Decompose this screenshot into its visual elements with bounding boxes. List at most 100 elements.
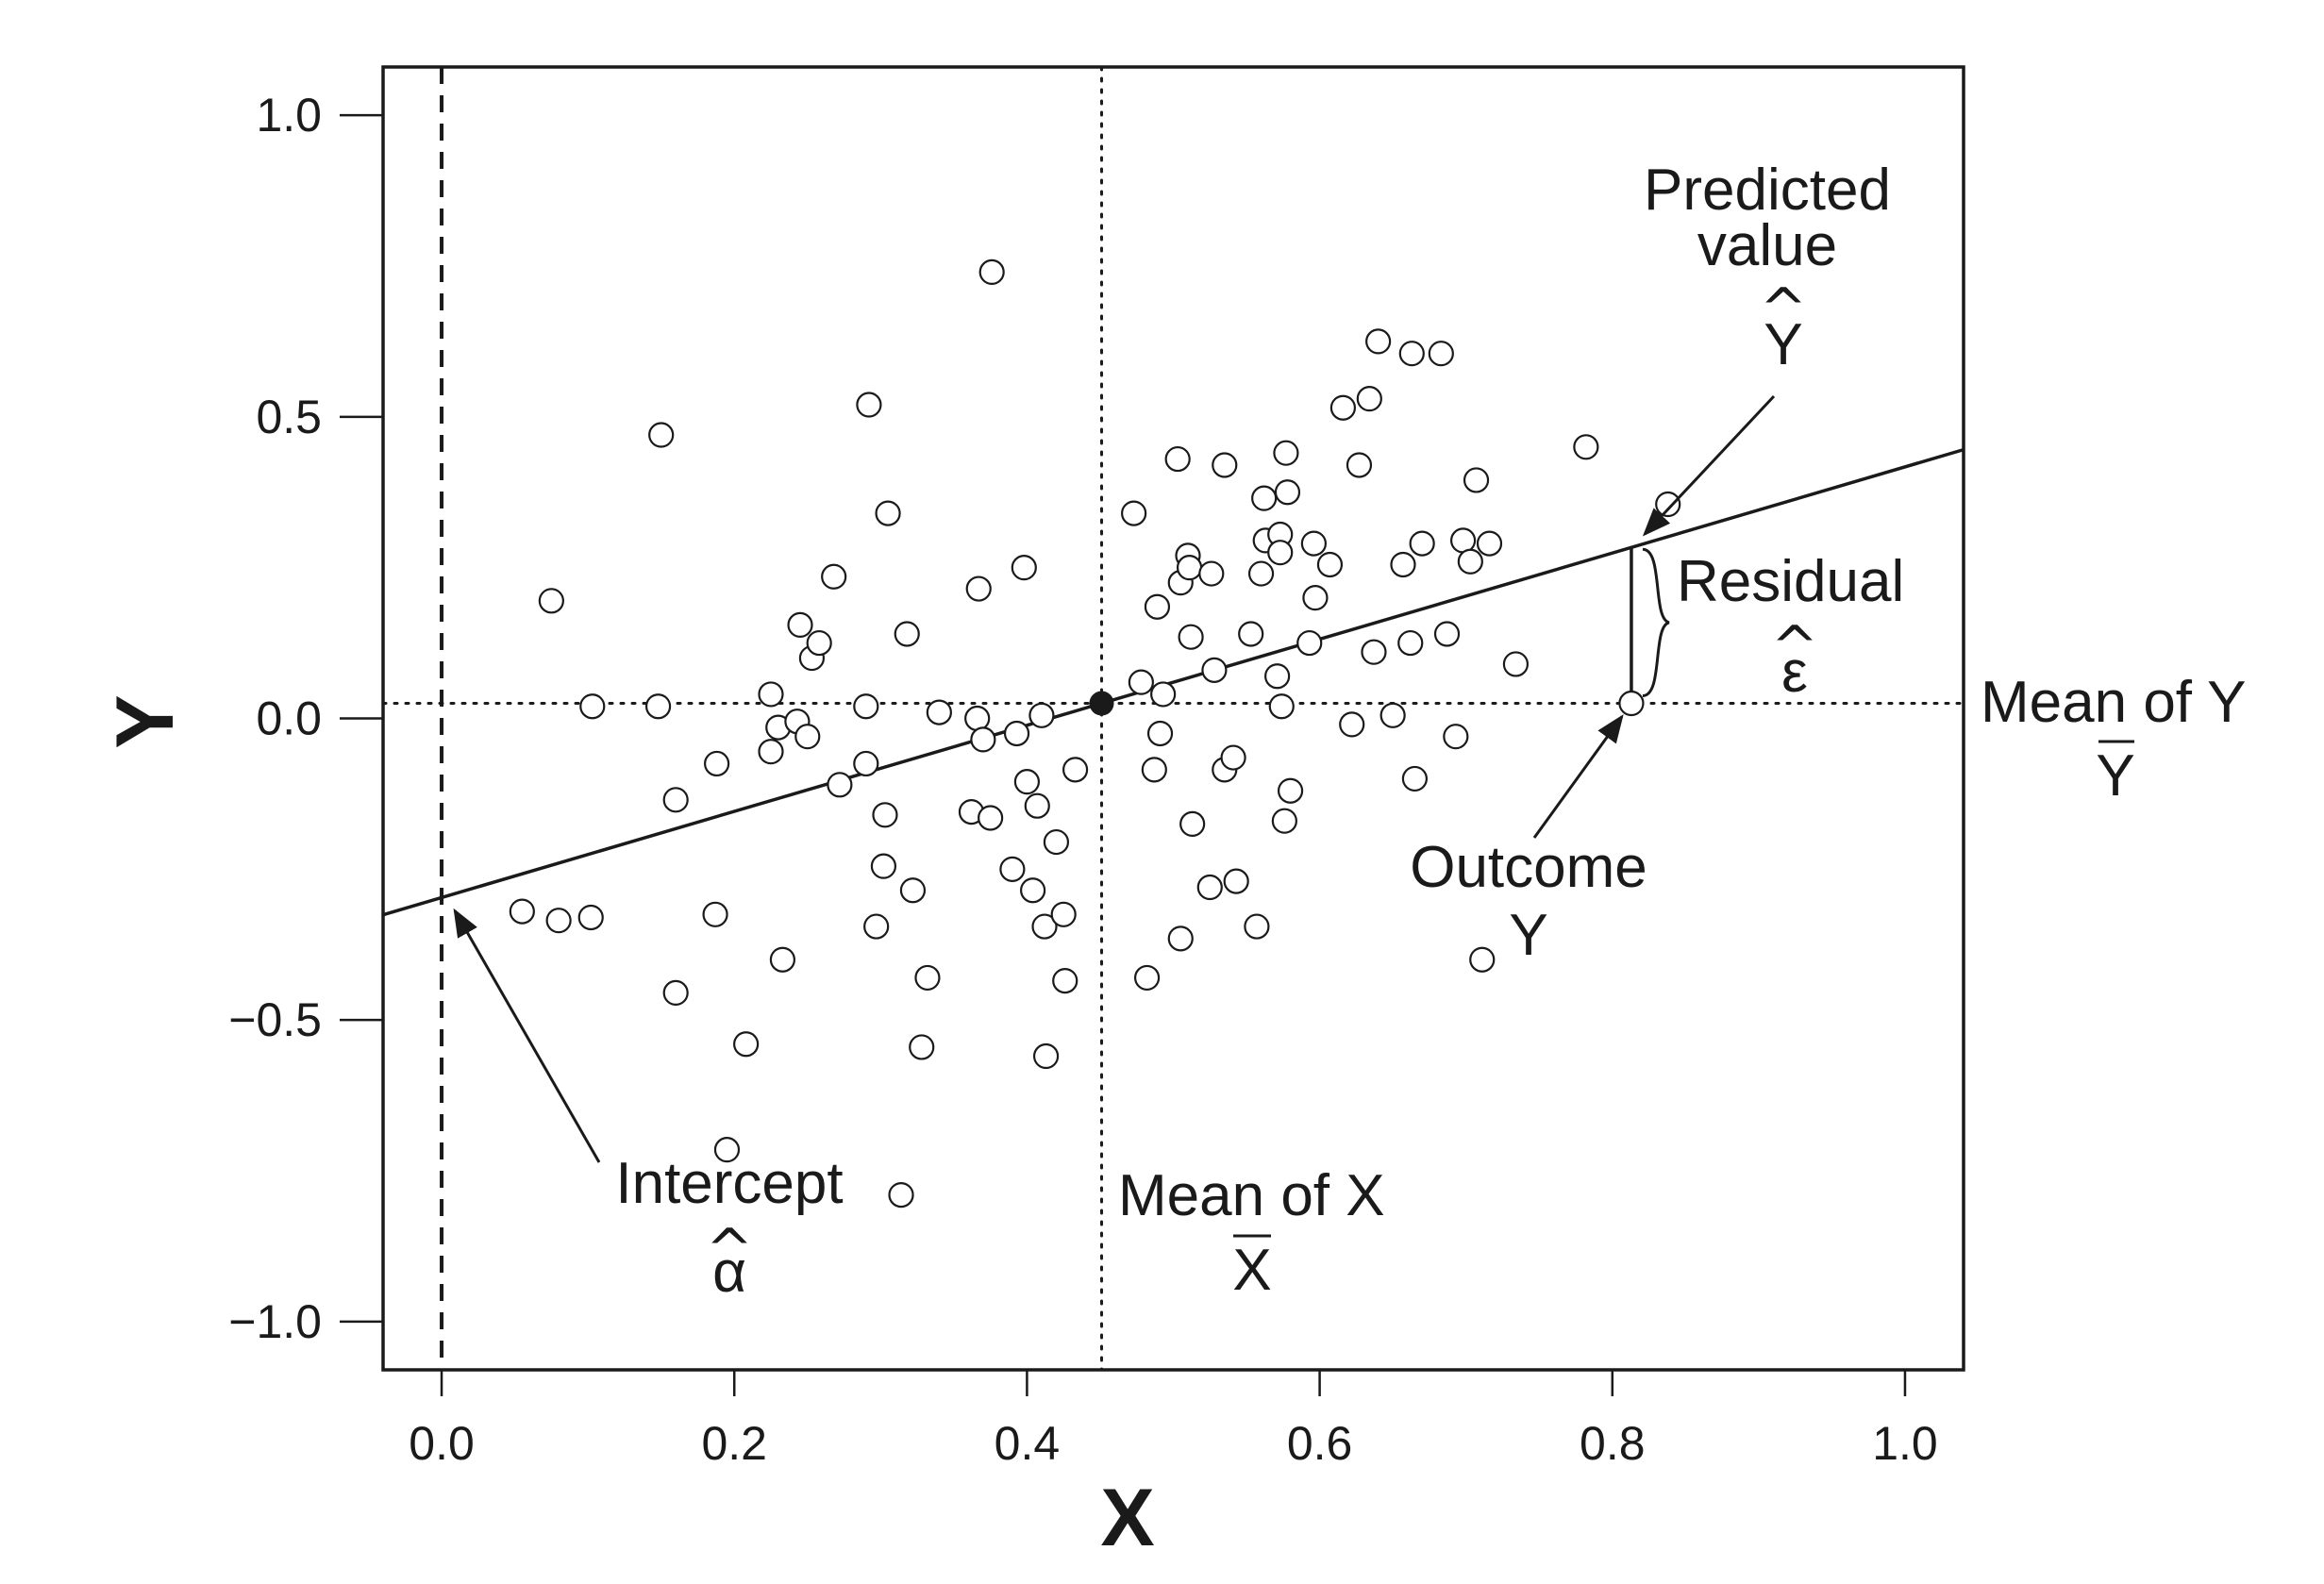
data-point (1401, 765, 1429, 792)
x-tick-label: 1.0 (1872, 1417, 1938, 1470)
data-point (1238, 621, 1264, 647)
data-point (806, 629, 832, 657)
predicted-arrow (1642, 394, 1776, 537)
data-point (1346, 452, 1373, 478)
data-point (856, 392, 882, 418)
data-point (1223, 868, 1249, 894)
mean-y-label: Mean of Y (1981, 670, 2246, 735)
data-point (1043, 828, 1070, 856)
data-point (1133, 964, 1161, 992)
data-point (545, 908, 572, 934)
data-point (1409, 530, 1435, 557)
data-point (1433, 621, 1461, 647)
data-point (970, 726, 996, 753)
data-point (1179, 810, 1206, 837)
data-point (894, 621, 920, 647)
x-tick-label: 0.4 (995, 1417, 1061, 1470)
data-point (978, 805, 1004, 831)
data-point (1428, 341, 1454, 367)
data-point (1316, 551, 1344, 578)
y-axis-title: Y (100, 694, 191, 748)
intercept-symbol: α (712, 1240, 746, 1305)
data-point (1296, 629, 1323, 657)
data-point (1176, 555, 1203, 581)
data-point (1356, 386, 1382, 412)
data-point (1201, 657, 1228, 683)
data-point (1024, 792, 1050, 819)
data-point (827, 772, 853, 798)
data-point (1443, 724, 1469, 750)
data-point (1013, 769, 1041, 795)
data-point (662, 787, 689, 813)
data-point (1028, 702, 1055, 728)
data-point (1167, 925, 1194, 952)
data-point (1268, 693, 1295, 720)
data-point (704, 750, 730, 777)
data-point (1573, 434, 1599, 460)
data-point (872, 802, 898, 828)
x-tick-label: 0.6 (1287, 1417, 1353, 1470)
data-point (1164, 445, 1191, 473)
mean-x-symbol: X (1232, 1238, 1271, 1303)
data-point (964, 705, 991, 732)
residual-brace (1642, 547, 1670, 698)
axes: 0.0 0.2 0.4 0.6 0.8 1.0 1.0 0.5 0.0 −0.5 −1.0 (228, 65, 1965, 1470)
mean-y-symbol: Y (2096, 743, 2134, 809)
data-point (1220, 744, 1246, 771)
data-point (1150, 681, 1177, 708)
data-point (538, 588, 564, 614)
data-point (1449, 527, 1477, 554)
data-point (1031, 913, 1058, 940)
data-point (1398, 341, 1425, 367)
centroid-point (1089, 691, 1114, 716)
intercept-arrow (453, 908, 601, 1163)
data-point (1274, 479, 1301, 506)
predicted-hat: ^ (1760, 276, 1807, 342)
data-point (794, 724, 821, 750)
data-point (1379, 702, 1406, 728)
x-tick-label: 0.8 (1580, 1417, 1646, 1470)
x-axis-title: X (1100, 1473, 1154, 1563)
data-point (1264, 663, 1291, 690)
data-point (577, 904, 604, 931)
data-point (909, 1034, 935, 1060)
residual-hat: ^ (1771, 614, 1818, 680)
intercept-label: Intercept (615, 1151, 843, 1216)
data-point (1251, 485, 1278, 511)
data-point (1302, 585, 1329, 611)
data-point (1655, 491, 1681, 518)
x-tick-label: 0.0 (409, 1417, 475, 1470)
data-point (509, 898, 535, 925)
data-point (1502, 651, 1530, 677)
data-point (899, 877, 927, 904)
residual-label: Residual (1677, 549, 1904, 614)
intercept-hat: ^ (706, 1217, 753, 1283)
data-point (713, 1137, 741, 1163)
data-point (1144, 593, 1171, 620)
data-point (1128, 669, 1154, 695)
x-tick-label: 0.2 (701, 1417, 767, 1470)
y-tick-label: −0.5 (228, 993, 322, 1046)
data-point (926, 699, 952, 725)
data-point (1011, 555, 1037, 581)
data-point (978, 258, 1005, 285)
data-point (1397, 629, 1424, 657)
regression-line (382, 447, 1965, 917)
data-point (1052, 968, 1078, 994)
data-point (1267, 540, 1294, 566)
predicted-symbol: Y (1764, 312, 1802, 377)
predicted-label-line2: value (1697, 213, 1837, 278)
data-point (1361, 639, 1387, 665)
data-point (769, 946, 796, 973)
data-point (1457, 548, 1483, 575)
outcome-arrow (1532, 714, 1624, 839)
data-point (733, 1031, 760, 1058)
data-point (662, 979, 689, 1007)
data-point (1141, 757, 1167, 783)
data-point (821, 563, 847, 590)
data-point (1247, 560, 1275, 587)
data-point (1273, 440, 1299, 466)
data-point (648, 422, 675, 448)
data-point (1020, 877, 1046, 904)
